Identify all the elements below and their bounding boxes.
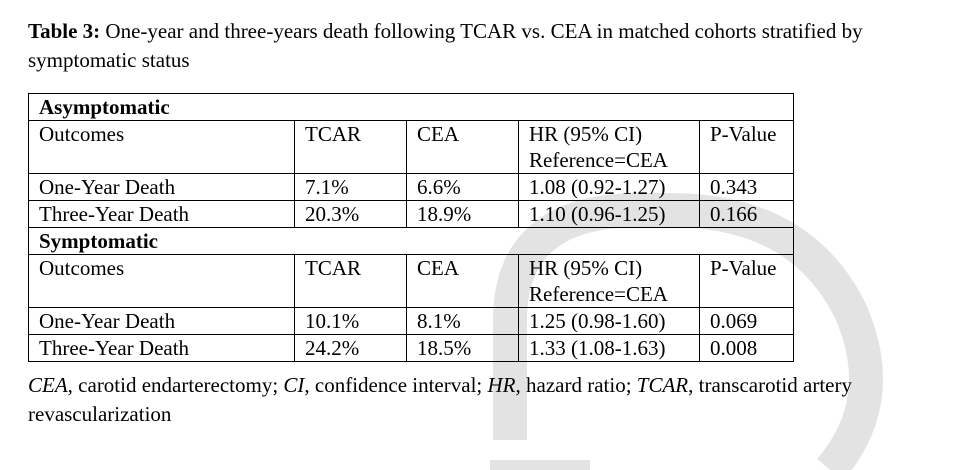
table-cell: 1.25 (0.98-1.60) [518, 307, 700, 335]
results-table: Asymptomatic Outcomes TCAR CEA HR (95% CI) R… [28, 93, 794, 362]
table-cell: 18.5% [406, 334, 519, 362]
header-row: Outcomes TCAR CEA HR (95% CI) Reference=CEA… [28, 254, 794, 308]
footnote-text: , confidence interval; [304, 373, 488, 397]
footnote-text: , hazard ratio; [515, 373, 637, 397]
table-row: One-Year Death 7.1% 6.6% 1.08 (0.92-1.27) 0.… [28, 173, 794, 201]
table-cell: Three-Year Death [28, 200, 295, 228]
column-header: HR (95% CI) Reference=CEA [518, 120, 700, 174]
table-cell: 18.9% [406, 200, 519, 228]
table-cell: 7.1% [294, 173, 407, 201]
table-cell: Three-Year Death [28, 334, 295, 362]
section-title: Symptomatic [28, 227, 794, 255]
table-cell: 8.1% [406, 307, 519, 335]
footnote-text: , transcarotid artery revascularization [28, 373, 852, 426]
table-caption-label: Table 3: [28, 19, 101, 43]
column-header: Outcomes [28, 120, 295, 174]
table-cell: 10.1% [294, 307, 407, 335]
header-row: Outcomes TCAR CEA HR (95% CI) Reference=CEA… [28, 120, 794, 174]
table-cell: 6.6% [406, 173, 519, 201]
footnote-abbrev: TCAR [636, 373, 689, 397]
table-cell: 0.069 [699, 307, 794, 335]
column-header: CEA [406, 254, 519, 308]
table-footnote: CEA, carotid endarterectomy; CI, confide… [28, 371, 958, 429]
section-row-symptomatic: Symptomatic [28, 227, 794, 255]
footnote-text: , carotid endarterectomy; [67, 373, 284, 397]
table-row: Three-Year Death 20.3% 18.9% 1.10 (0.96-1.2… [28, 200, 794, 228]
table-cell: 0.166 [699, 200, 794, 228]
column-header: CEA [406, 120, 519, 174]
table-cell: 24.2% [294, 334, 407, 362]
footnote-abbrev: CEA [28, 373, 68, 397]
table-caption: Table 3: One-year and three-years death … [28, 17, 958, 75]
table-row: One-Year Death 10.1% 8.1% 1.25 (0.98-1.60) 0… [28, 307, 794, 335]
column-header: P-Value [699, 254, 794, 308]
table-caption-text: One-year and three-years death following… [28, 19, 863, 72]
column-header: HR (95% CI) Reference=CEA [518, 254, 700, 308]
table-cell: 0.008 [699, 334, 794, 362]
table-cell: 20.3% [294, 200, 407, 228]
column-header: Outcomes [28, 254, 295, 308]
table-cell: One-Year Death [28, 307, 295, 335]
table-cell: One-Year Death [28, 173, 295, 201]
section-title: Asymptomatic [28, 93, 794, 121]
section-row-asymptomatic: Asymptomatic [28, 93, 794, 121]
column-header: TCAR [294, 254, 407, 308]
table-cell: 1.08 (0.92-1.27) [518, 173, 700, 201]
table-cell: 1.10 (0.96-1.25) [518, 200, 700, 228]
table-row: Three-Year Death 24.2% 18.5% 1.33 (1.08-1.6… [28, 334, 794, 362]
footnote-abbrev: CI [283, 373, 305, 397]
table-cell: 0.343 [699, 173, 794, 201]
footnote-abbrev: HR [487, 373, 516, 397]
column-header: TCAR [294, 120, 407, 174]
column-header: P-Value [699, 120, 794, 174]
table-cell: 1.33 (1.08-1.63) [518, 334, 700, 362]
